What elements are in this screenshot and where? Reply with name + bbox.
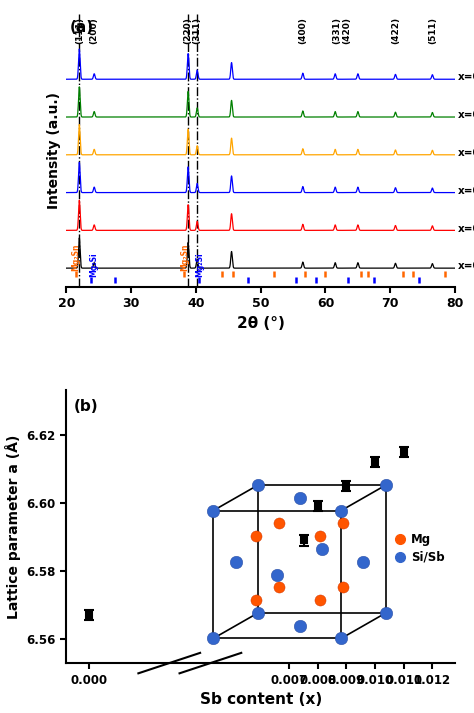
Text: Mg₂Si: Mg₂Si: [195, 252, 204, 277]
Text: x=0.010: x=0.010: [458, 111, 474, 120]
Text: (311): (311): [193, 18, 202, 44]
Text: x=0: x=0: [458, 262, 474, 272]
Text: (220): (220): [183, 18, 192, 44]
Y-axis label: Lattice parameter a (Å): Lattice parameter a (Å): [5, 435, 21, 619]
Text: (111): (111): [75, 18, 84, 44]
Text: (b): (b): [74, 399, 99, 414]
Text: Mg₂Sn: Mg₂Sn: [72, 243, 81, 270]
Text: x=0.0075: x=0.0075: [458, 224, 474, 234]
Y-axis label: Intensity (a.u.): Intensity (a.u.): [47, 92, 61, 209]
Text: (200): (200): [90, 18, 99, 44]
Text: (511): (511): [428, 18, 437, 44]
Text: (a): (a): [70, 20, 94, 35]
Text: (400): (400): [298, 18, 307, 44]
Text: x=0.008: x=0.008: [458, 186, 474, 196]
Text: x=0.009: x=0.009: [458, 148, 474, 158]
Text: Mg₂Si: Mg₂Si: [89, 252, 98, 277]
Text: Mg₂Sn: Mg₂Sn: [180, 243, 189, 270]
X-axis label: 2θ (°): 2θ (°): [237, 316, 285, 331]
X-axis label: Sb content (x): Sb content (x): [200, 692, 322, 707]
Text: (422): (422): [391, 17, 400, 44]
Text: x=0.011: x=0.011: [458, 73, 474, 83]
Text: (331)
(420): (331) (420): [332, 18, 351, 44]
Legend: Mg, Si/Sb: Mg, Si/Sb: [391, 528, 449, 569]
